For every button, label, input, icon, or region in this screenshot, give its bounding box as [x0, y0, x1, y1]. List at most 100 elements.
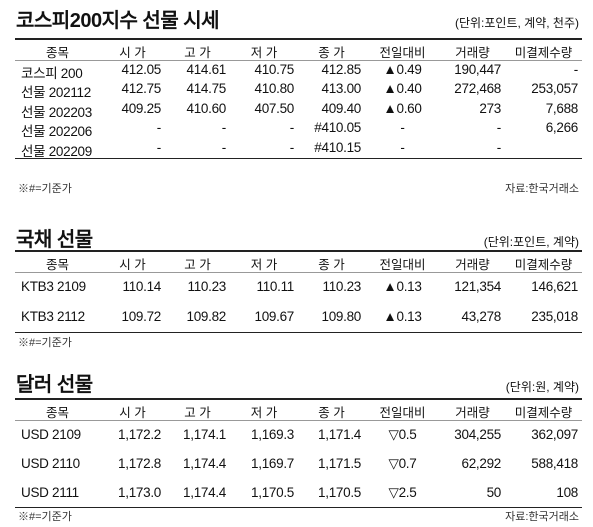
table-cell: 선물 202203 — [21, 104, 92, 120]
table-cell: 588,418 — [531, 455, 578, 471]
column-header: 미결제수량 — [514, 258, 573, 272]
table-cell: 121,354 — [454, 279, 501, 294]
table-cell: - — [496, 139, 502, 155]
header-bottom-rule — [15, 60, 582, 61]
column-header: 저 가 — [250, 406, 278, 420]
table-cell: KTB3 2112 — [21, 309, 85, 324]
table-cell: 109.72 — [121, 309, 162, 324]
column-header: 거래량 — [455, 46, 490, 60]
table-cell: - — [289, 120, 295, 136]
column-header: 저 가 — [250, 46, 278, 60]
table-cell: 109.67 — [254, 309, 295, 324]
table-cell: 1,169.3 — [251, 426, 294, 442]
table-cell: 409.40 — [321, 100, 362, 116]
table-cell: 412.75 — [121, 81, 162, 97]
table-cell: 1,174.1 — [183, 426, 226, 442]
table-cell: 선물 202112 — [21, 85, 91, 101]
section-title: 달러 선물 — [16, 374, 93, 396]
table-bottom-rule — [15, 332, 582, 333]
column-header: 전일대비 — [379, 258, 426, 272]
table-cell: - — [289, 139, 295, 155]
table-cell: ▲0.49 — [383, 61, 422, 77]
table-cell: 1,174.4 — [183, 484, 226, 500]
table-cell: 410.80 — [254, 81, 295, 97]
table-cell: 362,097 — [531, 426, 578, 442]
column-header: 미결제수량 — [514, 46, 573, 60]
table-cell: ▽2.5 — [388, 484, 417, 500]
table-cell: 1,172.2 — [118, 426, 161, 442]
table-cell: 407.50 — [254, 100, 295, 116]
table-cell: ▽0.7 — [388, 455, 417, 471]
table-cell: 108 — [556, 484, 578, 500]
table-cell: 409.25 — [121, 100, 162, 116]
table-cell: USD 2110 — [21, 455, 80, 471]
table-bottom-rule — [15, 507, 582, 508]
table-cell: ▽0.5 — [388, 426, 417, 442]
table-cell: 1,174.4 — [183, 455, 226, 471]
table-cell: 410.60 — [186, 100, 227, 116]
table-cell: 414.61 — [186, 61, 227, 77]
footnote: ※#=기준가 — [18, 183, 72, 195]
table-cell: 43,278 — [461, 309, 502, 324]
column-header: 미결제수량 — [514, 406, 573, 420]
source-label: 자료:한국거래소 — [505, 511, 579, 523]
table-cell: 1,173.0 — [118, 484, 161, 500]
column-header: 전일대비 — [379, 46, 426, 60]
table-cell: 선물 202206 — [21, 124, 92, 140]
table-cell: 414.75 — [186, 81, 227, 97]
table-cell: - — [573, 61, 579, 77]
table-cell: 코스피 200 — [21, 65, 83, 81]
table-cell: 선물 202209 — [21, 143, 92, 159]
column-header: 거래량 — [455, 258, 490, 272]
table-cell: 110.14 — [122, 279, 162, 294]
column-header: 전일대비 — [379, 406, 426, 420]
footnote: ※#=기준가 — [18, 337, 72, 349]
table-cell: USD 2111 — [21, 484, 79, 500]
table-cell: 7,688 — [545, 100, 579, 116]
table-cell: 190,447 — [454, 61, 501, 77]
table-cell: 1,172.8 — [118, 455, 161, 471]
column-header: 시 가 — [119, 46, 146, 60]
table-cell: #410.15 — [314, 139, 361, 155]
table-cell: 1,170.5 — [251, 484, 294, 500]
table-cell: 304,255 — [454, 426, 501, 442]
footnote: ※#=기준가 — [18, 511, 72, 523]
table-cell: 412.05 — [121, 61, 162, 77]
table-cell: 1,171.5 — [318, 455, 361, 471]
table-cell: 273 — [479, 100, 501, 116]
table-cell: 1,171.4 — [318, 426, 361, 442]
table-cell: 50 — [486, 484, 502, 500]
table-cell: 6,266 — [545, 120, 579, 136]
column-header: 종목 — [45, 46, 69, 60]
table-cell: 1,169.7 — [251, 455, 294, 471]
column-header: 종목 — [45, 406, 69, 420]
unit-label: (단위:포인트, 계약) — [483, 235, 579, 249]
table-cell: 62,292 — [461, 455, 502, 471]
table-cell: - — [221, 120, 227, 136]
column-header: 저 가 — [250, 258, 278, 272]
section-title: 국채 선물 — [16, 229, 93, 251]
header-top-rule — [15, 398, 582, 400]
column-header: 종 가 — [318, 258, 345, 272]
header-bottom-rule — [15, 272, 582, 273]
column-header: 고 가 — [184, 46, 211, 60]
unit-label: (단위:원, 계약) — [505, 380, 579, 394]
header-top-rule — [15, 250, 582, 252]
table-cell: 413.00 — [321, 81, 362, 97]
table-cell: 146,621 — [531, 279, 578, 294]
table-cell: - — [221, 139, 227, 155]
unit-label: (단위:포인트, 계약, 천주) — [454, 16, 579, 30]
table-cell: 272,468 — [454, 81, 501, 97]
column-header: 종목 — [45, 258, 69, 272]
table-cell: ▲0.13 — [383, 309, 422, 324]
header-bottom-rule — [15, 420, 582, 421]
table-cell: - — [496, 120, 502, 136]
column-header: 고 가 — [184, 258, 211, 272]
table-cell: #410.05 — [314, 120, 361, 136]
column-header: 고 가 — [184, 406, 211, 420]
table-cell: ▲0.60 — [383, 100, 422, 116]
table-cell: 235,018 — [531, 309, 578, 324]
table-cell: - — [156, 139, 162, 155]
table-cell: 110.23 — [187, 279, 227, 294]
